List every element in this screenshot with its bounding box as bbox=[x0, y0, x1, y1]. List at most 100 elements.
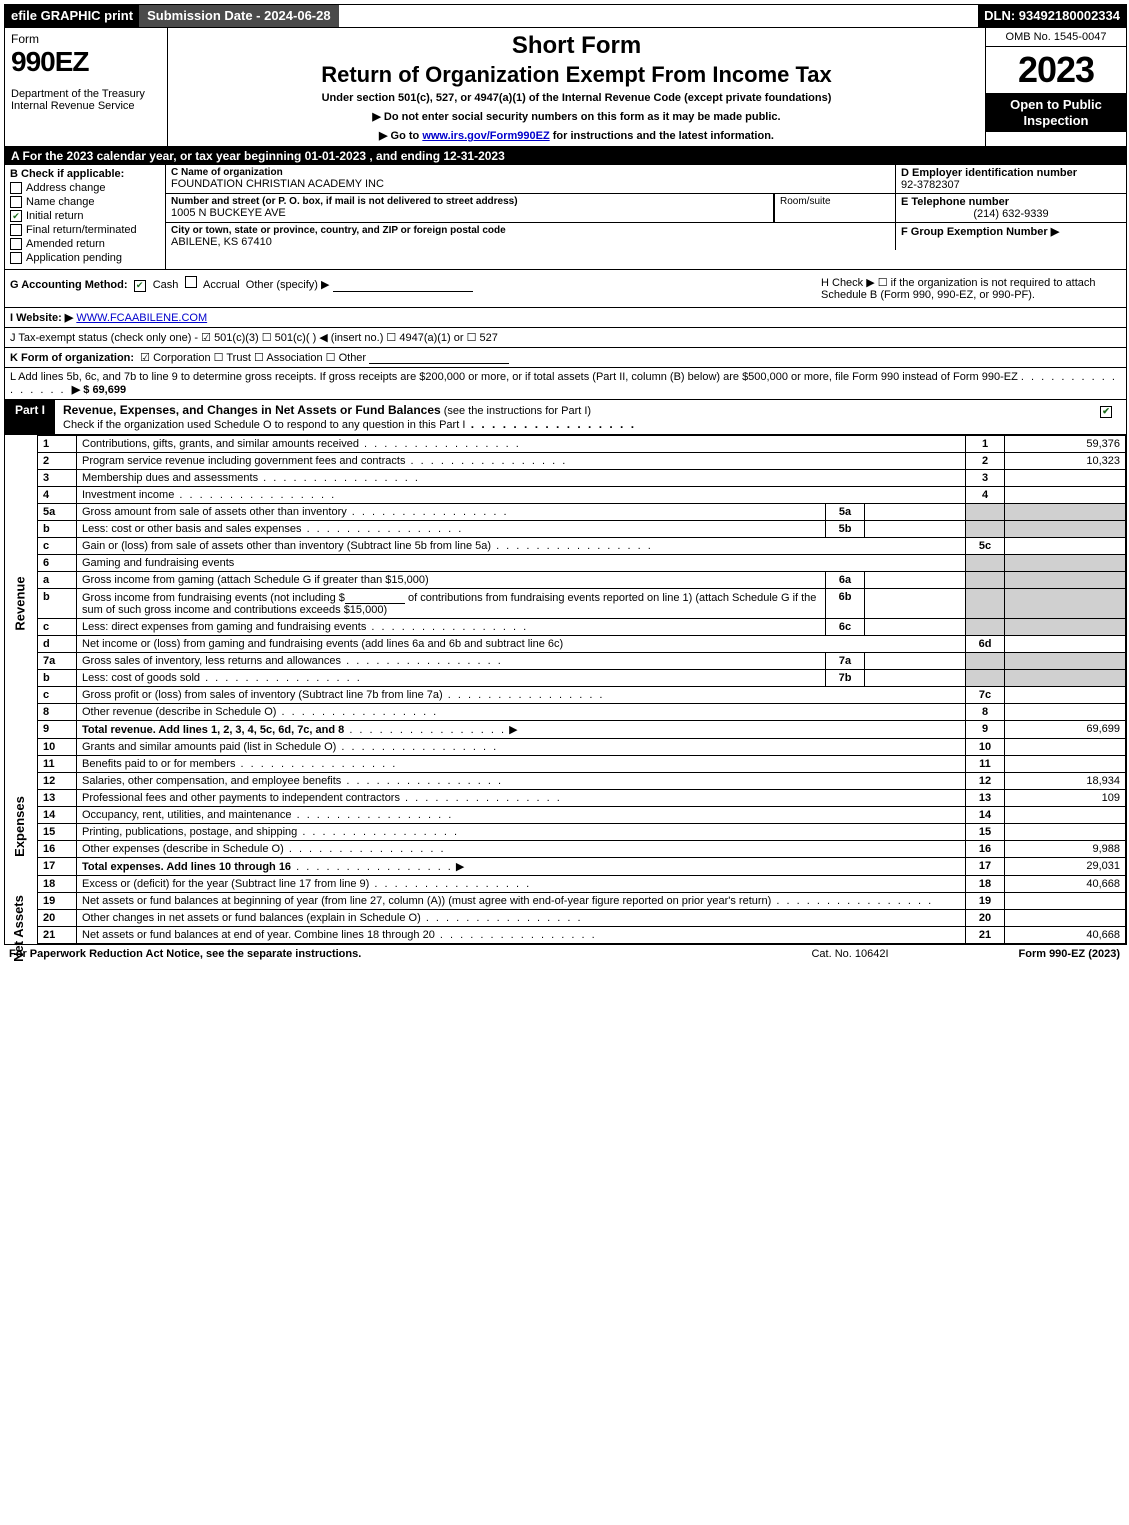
header-left: Form 990EZ Department of the Treasury In… bbox=[5, 28, 168, 146]
line-num: 5a bbox=[38, 504, 77, 521]
checkbox-label: Address change bbox=[26, 182, 106, 194]
efile-print-label[interactable]: efile GRAPHIC print bbox=[5, 5, 139, 27]
i-label: I Website: ▶ bbox=[10, 312, 73, 324]
g-label: G Accounting Method: bbox=[10, 279, 128, 291]
dept-label: Department of the Treasury Internal Reve… bbox=[11, 88, 161, 112]
side-netassets: Net Assets bbox=[5, 876, 38, 944]
side-revenue: Revenue bbox=[5, 436, 38, 721]
checkbox-name-change[interactable]: Name change bbox=[10, 196, 160, 208]
tax-year: 2023 bbox=[986, 47, 1126, 93]
c-street-value: 1005 N BUCKEYE AVE bbox=[171, 207, 768, 219]
contrib-input[interactable] bbox=[345, 591, 405, 604]
shaded-cell bbox=[966, 619, 1005, 636]
line-19: 19 Net assets or fund balances at beginn… bbox=[5, 893, 1126, 910]
line-num: 19 bbox=[38, 893, 77, 910]
line-6a: a Gross income from gaming (attach Sched… bbox=[5, 572, 1126, 589]
c-name-label: C Name of organization bbox=[171, 167, 890, 178]
j-text: J Tax-exempt status (check only one) - ☑… bbox=[10, 332, 498, 344]
footer-right: Form 990-EZ (2023) bbox=[940, 948, 1120, 960]
checkbox-icon bbox=[10, 196, 22, 208]
line-desc: Gross profit or (loss) from sales of inv… bbox=[77, 687, 966, 704]
g-other-input[interactable] bbox=[333, 279, 473, 292]
mini-num: 6b bbox=[826, 589, 865, 619]
checkbox-icon bbox=[10, 210, 22, 222]
line-rnum: 11 bbox=[966, 756, 1005, 773]
mini-num: 6a bbox=[826, 572, 865, 589]
checkbox-application-pending[interactable]: Application pending bbox=[10, 252, 160, 264]
checkbox-amended-return[interactable]: Amended return bbox=[10, 238, 160, 250]
mini-val bbox=[865, 504, 966, 521]
mini-val bbox=[865, 653, 966, 670]
room-cell: Room/suite bbox=[774, 194, 896, 223]
checkbox-final-return[interactable]: Final return/terminated bbox=[10, 224, 160, 236]
shaded-cell bbox=[1005, 504, 1126, 521]
d-group-label: F Group Exemption Number ▶ bbox=[901, 225, 1121, 238]
line-desc: Grants and similar amounts paid (list in… bbox=[77, 739, 966, 756]
line-7c: c Gross profit or (loss) from sales of i… bbox=[5, 687, 1126, 704]
shaded-cell bbox=[1005, 653, 1126, 670]
line-desc: Gain or (loss) from sale of assets other… bbox=[77, 538, 966, 555]
line-amount: 29,031 bbox=[1005, 858, 1126, 876]
line-num: b bbox=[38, 521, 77, 538]
row-j: J Tax-exempt status (check only one) - ☑… bbox=[5, 328, 1126, 348]
mini-val bbox=[865, 619, 966, 636]
line-desc: Gross amount from sale of assets other t… bbox=[77, 504, 826, 521]
part1-check-box[interactable] bbox=[1090, 400, 1126, 434]
checkbox-label: Final return/terminated bbox=[26, 224, 137, 236]
c-name-cell: C Name of organization FOUNDATION CHRIST… bbox=[166, 165, 896, 194]
line-amount bbox=[1005, 756, 1126, 773]
line-amount: 59,376 bbox=[1005, 436, 1126, 453]
k-prefix: K Form of organization: bbox=[10, 352, 134, 364]
checkbox-address-change[interactable]: Address change bbox=[10, 182, 160, 194]
line-desc: Less: cost of goods sold bbox=[77, 670, 826, 687]
irs-link[interactable]: www.irs.gov/Form990EZ bbox=[422, 130, 549, 142]
line-num: 18 bbox=[38, 876, 77, 893]
k-other-input[interactable] bbox=[369, 351, 509, 364]
line-num: c bbox=[38, 619, 77, 636]
line-num: 15 bbox=[38, 824, 77, 841]
line-desc: Membership dues and assessments bbox=[77, 470, 966, 487]
line-desc: Net assets or fund balances at beginning… bbox=[77, 893, 966, 910]
line-num: 17 bbox=[38, 858, 77, 876]
line-amount bbox=[1005, 739, 1126, 756]
shaded-cell bbox=[1005, 572, 1126, 589]
checkbox-cash[interactable] bbox=[134, 280, 146, 292]
side-blank bbox=[5, 721, 38, 739]
line-6c: c Less: direct expenses from gaming and … bbox=[5, 619, 1126, 636]
line-rnum: 20 bbox=[966, 910, 1005, 927]
line-num: 21 bbox=[38, 927, 77, 944]
section-bcd: B Check if applicable: Address change Na… bbox=[5, 165, 1126, 270]
line-amount bbox=[1005, 538, 1126, 555]
line-rnum: 10 bbox=[966, 739, 1005, 756]
line-desc: Other expenses (describe in Schedule O) bbox=[77, 841, 966, 858]
line-18: Net Assets 18 Excess or (deficit) for th… bbox=[5, 876, 1126, 893]
line-5a: 5a Gross amount from sale of assets othe… bbox=[5, 504, 1126, 521]
line-num: 11 bbox=[38, 756, 77, 773]
line-desc: Occupancy, rent, utilities, and maintena… bbox=[77, 807, 966, 824]
line-num: 8 bbox=[38, 704, 77, 721]
l-amount: ▶ $ 69,699 bbox=[72, 384, 126, 396]
mini-num: 5a bbox=[826, 504, 865, 521]
website-link[interactable]: WWW.FCAABILENE.COM bbox=[76, 312, 207, 324]
checkbox-accrual[interactable] bbox=[185, 276, 197, 288]
line-amount bbox=[1005, 470, 1126, 487]
row-k: K Form of organization: ☑ Corporation ☐ … bbox=[5, 348, 1126, 368]
line-11: 11 Benefits paid to or for members 11 bbox=[5, 756, 1126, 773]
line-desc: Net assets or fund balances at end of ye… bbox=[77, 927, 966, 944]
instruction-1: ▶ Do not enter social security numbers o… bbox=[174, 110, 979, 123]
line-num: 7a bbox=[38, 653, 77, 670]
line-amount: 10,323 bbox=[1005, 453, 1126, 470]
line-desc: Excess or (deficit) for the year (Subtra… bbox=[77, 876, 966, 893]
checkbox-initial-return[interactable]: Initial return bbox=[10, 210, 160, 222]
line-amount: 40,668 bbox=[1005, 876, 1126, 893]
lines-table: Revenue 1 Contributions, gifts, grants, … bbox=[5, 435, 1126, 944]
side-expenses: Expenses bbox=[5, 739, 38, 876]
line-desc: Other revenue (describe in Schedule O) bbox=[77, 704, 966, 721]
line-10: Expenses 10 Grants and similar amounts p… bbox=[5, 739, 1126, 756]
line-desc: Total revenue. Add lines 1, 2, 3, 4, 5c,… bbox=[77, 721, 966, 739]
omb-number: OMB No. 1545-0047 bbox=[986, 28, 1126, 47]
line-num: 9 bbox=[38, 721, 77, 739]
col-b: B Check if applicable: Address change Na… bbox=[5, 165, 166, 269]
d-phone-cell: E Telephone number (214) 632-9339 bbox=[896, 194, 1126, 223]
form-container: efile GRAPHIC print Submission Date - 20… bbox=[4, 4, 1127, 945]
